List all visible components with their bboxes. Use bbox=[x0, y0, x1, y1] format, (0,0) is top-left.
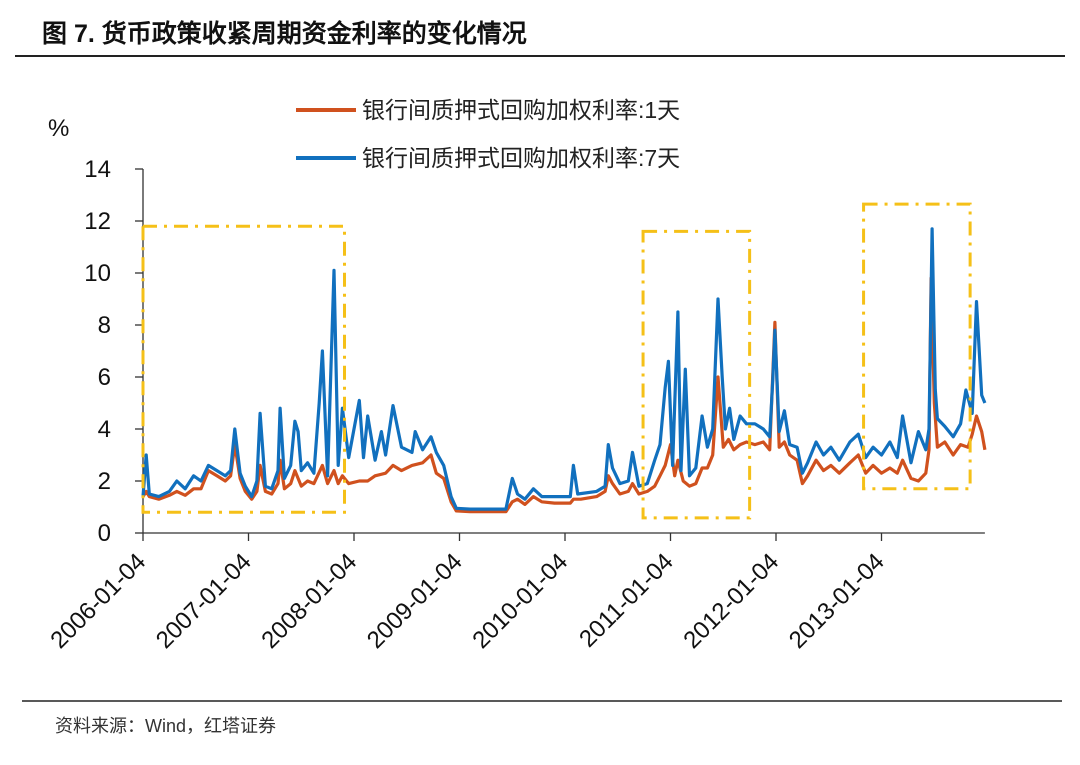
legend: 银行间质押式回购加权利率:1天 银行间质押式回购加权利率:7天 bbox=[296, 97, 680, 171]
y-axis-label: % bbox=[48, 115, 69, 142]
x-tick-label: 2010-01-04 bbox=[467, 548, 573, 654]
highlight-box bbox=[862, 202, 972, 491]
series-line-s1 bbox=[141, 276, 987, 514]
x-tick-label: 2012-01-04 bbox=[678, 548, 784, 654]
highlight-box bbox=[641, 229, 752, 520]
legend-label-1d: 银行间质押式回购加权利率:1天 bbox=[362, 97, 680, 123]
source-note: 资料来源：Wind，红塔证券 bbox=[55, 716, 276, 736]
series-line-s7 bbox=[141, 227, 987, 511]
x-tick-label: 2008-01-04 bbox=[256, 548, 362, 654]
y-tick-label: 14 bbox=[84, 156, 111, 183]
y-tick-label: 8 bbox=[98, 312, 111, 339]
x-tick-label: 2011-01-04 bbox=[574, 548, 679, 653]
legend-label-7d: 银行间质押式回购加权利率:7天 bbox=[362, 145, 680, 171]
y-tick-label: 10 bbox=[84, 260, 111, 287]
y-tick-label: 4 bbox=[98, 416, 111, 443]
x-tick-label: 2006-01-04 bbox=[45, 548, 151, 654]
figure-title: 图 7. 货币政策收紧周期资金利率的变化情况 bbox=[42, 19, 527, 48]
y-tick-label: 0 bbox=[98, 520, 111, 547]
x-tick-label: 2009-01-04 bbox=[362, 548, 468, 654]
plot-area: 0 2 4 6 8 10 12 14 2006-01-04 2007-01-04 2008-01-0… bbox=[45, 156, 987, 654]
y-tick-label: 6 bbox=[98, 364, 111, 391]
x-tick-label: 2007-01-04 bbox=[151, 548, 257, 654]
y-tick-label: 2 bbox=[98, 468, 111, 495]
x-tick-label: 2013-01-04 bbox=[784, 548, 890, 654]
y-tick-label: 12 bbox=[84, 208, 111, 235]
highlight-box bbox=[141, 224, 347, 514]
